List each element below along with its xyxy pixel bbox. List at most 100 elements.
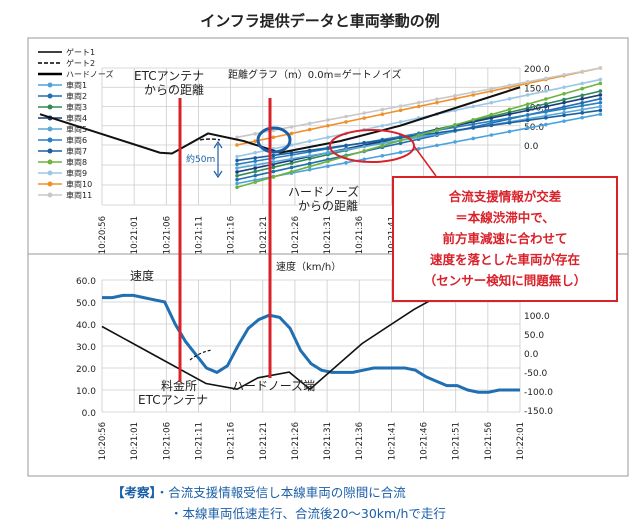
legend-marker (47, 93, 53, 99)
vehicle-point (598, 97, 603, 101)
conclusion-item-1: ・合流支援情報受信し本線車両の隙間に合流 (155, 485, 406, 500)
x-tick-label: 10:21:41 (387, 422, 397, 460)
vehicle-point (489, 123, 494, 128)
vehicle-point (489, 116, 494, 120)
legend-label: 車両11 (66, 190, 92, 200)
vehicle-point (289, 161, 294, 165)
vehicle-point (580, 97, 585, 101)
conclusion-block: 【考察】・合流支援情報受信し本線車両の隙間に合流 ・本線車両低速走行、合流後20… (112, 482, 446, 524)
vehicle-point (398, 104, 403, 108)
vehicle-point (598, 108, 603, 113)
vehicle-point (544, 116, 548, 120)
vehicle-point (453, 108, 457, 113)
vehicle-point (235, 143, 239, 147)
x-tick-label: 10:21:11 (194, 216, 204, 254)
vehicle-point (380, 107, 385, 112)
vehicle-point (380, 143, 385, 148)
vehicle-point (344, 154, 348, 158)
conclusion-head: 【考察】 (112, 485, 156, 500)
vehicle-point (289, 125, 294, 129)
vehicle-point (271, 153, 276, 158)
vehicle-point (507, 97, 512, 101)
merge-point-highlight (256, 126, 292, 154)
vehicle-point (453, 97, 457, 101)
vehicle-point (326, 123, 330, 128)
legend-label: 車両4 (66, 113, 87, 123)
vehicle-point (253, 163, 258, 167)
y-tick-label: 50.0 (524, 123, 544, 133)
vehicle-point (416, 147, 421, 151)
annotation-etc-dist: からの距離 (144, 83, 204, 97)
annotation-hardnose-end: ハードノーズ端 (232, 378, 315, 393)
x-tick-label: 10:21:36 (355, 216, 365, 254)
y-tick-label: 50.0 (524, 331, 544, 341)
y-tick-label: 0.0 (524, 142, 539, 152)
legend-label: 車両6 (66, 135, 87, 145)
legend-label: 車両3 (66, 102, 87, 112)
vehicle-point (507, 121, 512, 125)
vehicle-point (525, 113, 530, 117)
vehicle-point (489, 119, 494, 123)
vehicle-point (416, 133, 421, 138)
annotation-tollgate: 料金所 (161, 378, 197, 393)
vehicle-point (598, 89, 603, 93)
vehicle-point (507, 83, 512, 88)
vehicle-point (362, 157, 367, 162)
vehicle-point (271, 156, 276, 160)
vehicle-point (562, 85, 566, 90)
vehicle-point (525, 93, 530, 97)
x-tick-label: 10:21:36 (355, 422, 365, 460)
vehicle-point (453, 140, 457, 144)
callout-box: 合流支援情報が交差 ＝本線渋滞中で、 前方車減速に合わせて 速度を落とした車両が… (392, 176, 618, 302)
y-tick-label: 200.0 (524, 65, 550, 75)
vehicle-point (562, 97, 566, 102)
legend-marker (47, 170, 53, 176)
vehicle-point (471, 90, 476, 95)
vehicle-point (453, 128, 457, 133)
x-tick-label: 10:21:31 (323, 422, 333, 460)
chart-title: 距離グラフ（m）0.0m=ゲートノイズ (228, 68, 401, 81)
vehicle-point (453, 123, 457, 127)
legend-marker (47, 159, 53, 165)
vehicle-point (344, 114, 348, 119)
legend-marker (47, 126, 53, 132)
vehicle-point (235, 158, 239, 163)
x-tick-label: 10:21:51 (452, 422, 462, 460)
x-tick-label: 10:21:16 (227, 422, 237, 460)
vehicle-point (562, 100, 566, 105)
vehicle-point (307, 167, 312, 172)
vehicle-point (544, 97, 548, 101)
vehicle-point (362, 141, 367, 145)
legend-label: 車両9 (66, 168, 87, 178)
chart-overlays (178, 98, 272, 382)
vehicle-point (398, 150, 403, 155)
vehicle-point (326, 146, 330, 150)
conclusion-item-2: ・本線車両低速走行、合流後20～30km/hで走行 (170, 506, 446, 521)
vehicle-point (253, 150, 258, 155)
vehicle-point (471, 104, 476, 109)
legend-label: ゲート1 (66, 47, 95, 57)
vehicle-point (580, 107, 585, 112)
vehicle-point (525, 108, 530, 113)
legend-label: ハードノーズ (66, 69, 113, 79)
vehicle-point (580, 86, 585, 91)
vehicle-point (525, 80, 530, 84)
vehicle-point (435, 131, 439, 135)
vehicle-point (362, 144, 367, 149)
vehicle-point (271, 160, 276, 164)
vehicle-point (326, 164, 330, 168)
vehicle-point (471, 126, 476, 130)
vehicle-point (362, 111, 367, 115)
callout-line-3: 前方車減速に合わせて (442, 231, 568, 246)
y-tick-label: 40.0 (76, 321, 96, 331)
x-tick-label: 10:21:16 (227, 216, 237, 254)
vehicle-point (489, 86, 494, 91)
annotation-speed: 速度 (130, 268, 154, 283)
vehicle-point (598, 93, 603, 97)
vehicle-point (562, 119, 566, 123)
vehicle-point (326, 159, 330, 164)
x-tick-label: 10:21:01 (130, 216, 140, 254)
x-tick-label: 10:21:21 (259, 422, 269, 460)
vehicle-point (489, 133, 494, 137)
gap-arrow-heads (213, 140, 223, 179)
